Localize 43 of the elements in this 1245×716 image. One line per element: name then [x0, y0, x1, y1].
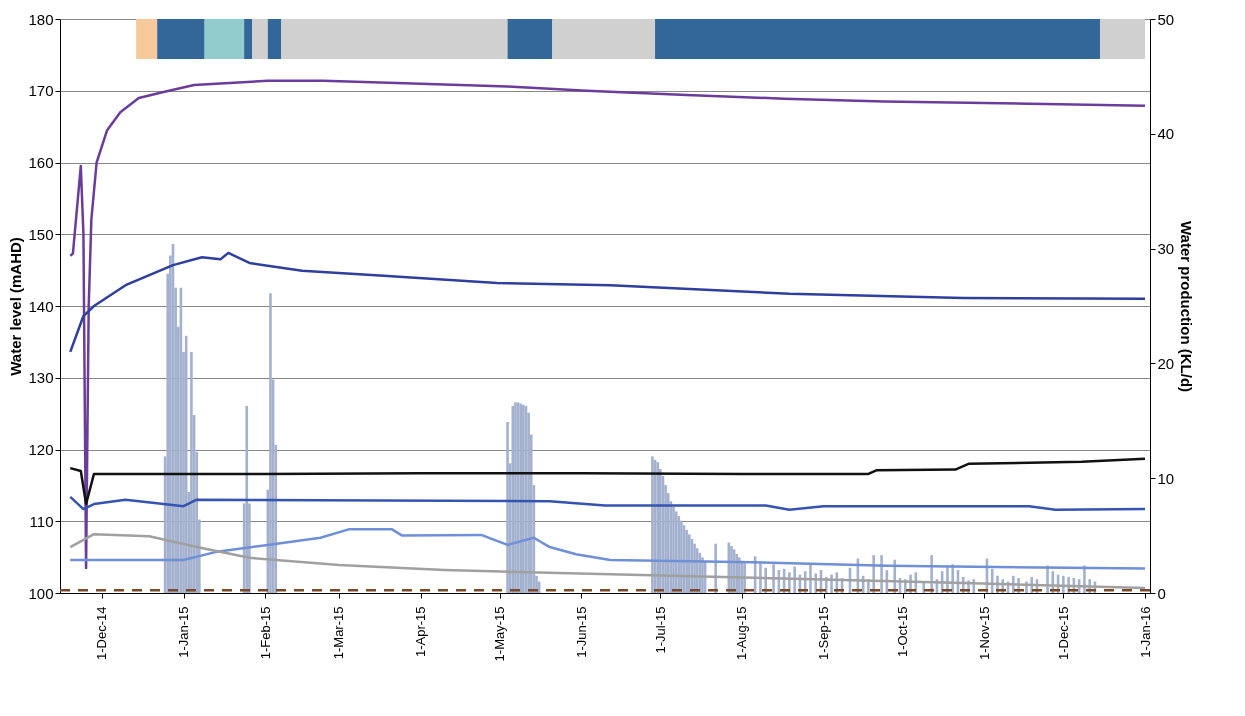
x-tick-label: 1-Apr-15 — [413, 606, 429, 658]
x-tick-label: 1-Mar-15 — [331, 606, 347, 660]
bar — [793, 566, 796, 593]
y-tick-label: 130 — [28, 369, 54, 387]
bar — [190, 351, 193, 593]
x-tick-label: 1-Jun-15 — [573, 606, 589, 658]
bar — [245, 405, 249, 593]
bar — [506, 421, 509, 593]
x-tick-label: 1-Jan-16 — [1137, 606, 1153, 658]
bar — [269, 293, 272, 593]
line-series — [69, 532, 1147, 590]
line-series — [69, 79, 1147, 570]
y2-tick-label: 20 — [1157, 354, 1175, 372]
x-tick-label: 1-Feb-15 — [257, 606, 273, 660]
x-tick-label: 1-Aug-15 — [734, 606, 750, 660]
line-series — [69, 251, 1147, 354]
x-tick-label: 1-Jan-15 — [176, 606, 192, 658]
y-tick-label: 160 — [28, 154, 54, 171]
line-series — [69, 457, 1147, 506]
y-tick-label: 110 — [29, 512, 54, 530]
x-tick-label: 1-Dec-15 — [1055, 606, 1071, 660]
y2-tick-label: 30 — [1157, 240, 1175, 258]
y2-axis-title: Water production (KL/d) — [1178, 220, 1196, 393]
y-tick-label: 140 — [28, 297, 54, 315]
y-tick-label: 170 — [28, 82, 54, 100]
y2-tick-label: 0 — [1157, 584, 1166, 602]
y2-tick-label: 40 — [1157, 125, 1175, 143]
y-axis-title: Water level (mAHD) — [7, 237, 25, 376]
y2-tick-label: 50 — [1157, 10, 1175, 28]
y-tick-label: 120 — [28, 441, 54, 458]
x-tick-label: 1-Nov-15 — [976, 606, 992, 660]
y-tick-label: 100 — [28, 584, 54, 602]
x-tick-label: 1-Sep-15 — [816, 606, 832, 660]
x-tick-label: 1-Jul-15 — [652, 606, 668, 654]
x-tick-label: 1-Oct-15 — [895, 606, 911, 658]
x-tick-label: 1-Dec-14 — [94, 606, 110, 660]
line-series — [69, 495, 1147, 512]
y-tick-label: 150 — [28, 225, 54, 243]
y-tick-label: 180 — [28, 10, 54, 28]
bar — [990, 568, 994, 593]
y2-tick-label: 10 — [1157, 469, 1175, 487]
line-series — [69, 527, 1147, 570]
x-tick-label: 1-May-15 — [492, 606, 508, 662]
